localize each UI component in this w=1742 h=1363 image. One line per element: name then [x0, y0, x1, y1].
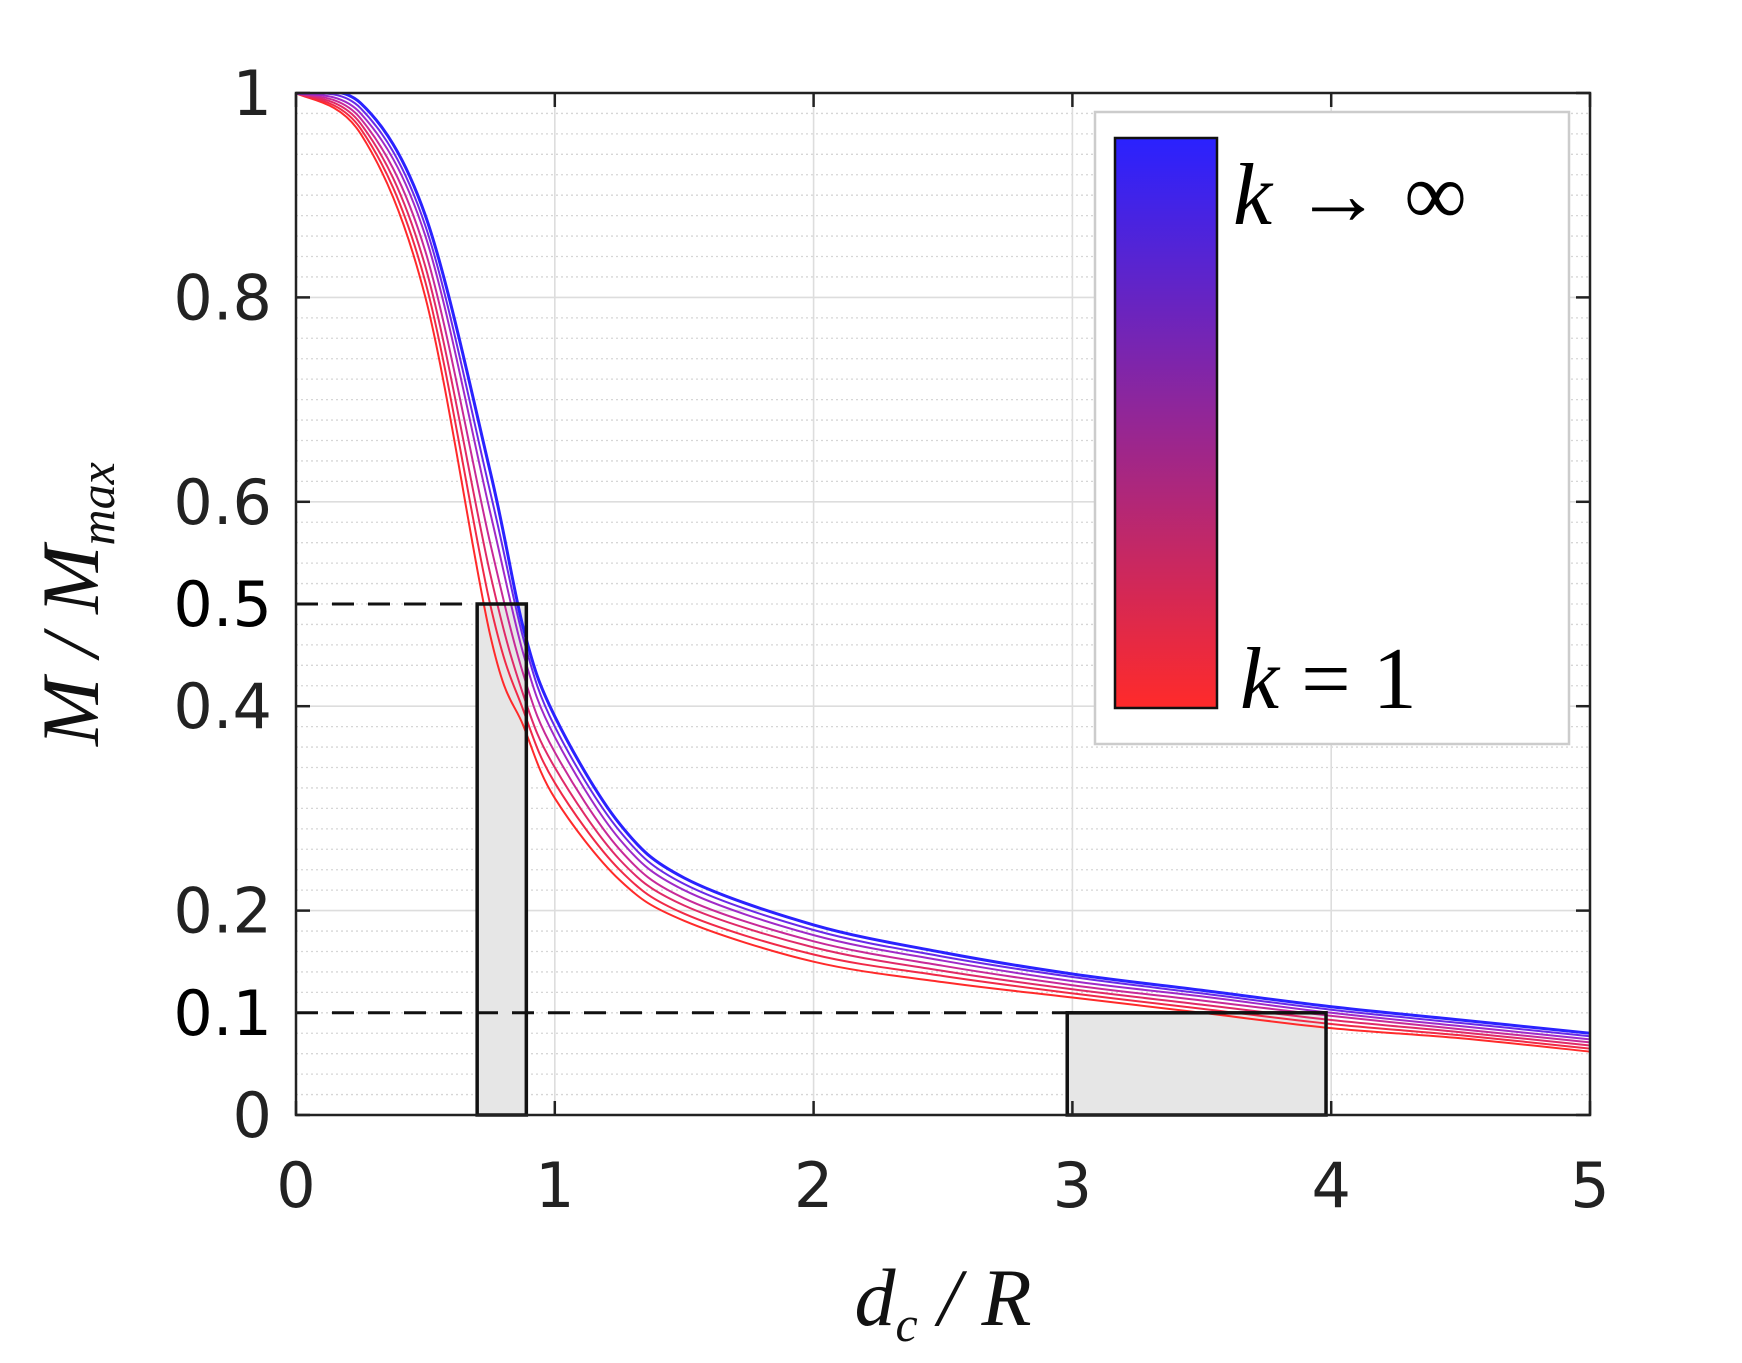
x-tick-labels: 0 1 2 3 4 5 — [276, 1149, 1609, 1222]
plot-frame — [294, 91, 1592, 1117]
series-line-7 — [296, 93, 1590, 1035]
colorbar — [1113, 136, 1219, 710]
colorbar-top-rest: → ∞ — [1272, 147, 1467, 244]
y-tick-label: 0.6 — [173, 466, 272, 539]
y-tick-label-highlight: 0.5 — [173, 568, 272, 641]
series-line-6 — [296, 93, 1590, 1038]
y-axis-label-main: M / M — [25, 541, 116, 747]
colorbar-top-label: k → ∞ — [1233, 147, 1467, 244]
series-line-2 — [296, 93, 1590, 1050]
y-axis-label-sub: max — [69, 462, 125, 545]
x-tick-label: 0 — [276, 1149, 315, 1222]
y-tick-label: 0.4 — [173, 670, 272, 743]
x-axis-label-main: d — [854, 1252, 896, 1343]
y-tick-labels: 0 0.2 0.4 0.6 0.8 1 0.1 0.5 — [173, 57, 272, 1152]
x-axis-label: dc / R — [854, 1252, 1031, 1352]
shaded-region — [1067, 1012, 1327, 1115]
x-tick-label: 5 — [1570, 1149, 1609, 1222]
colorbar-legend: k → ∞ k = 1 — [1093, 110, 1571, 746]
colorbar-bottom-rest: = 1 — [1279, 631, 1417, 728]
y-axis-label: M / Mmax — [25, 462, 125, 747]
x-axis-label-sub: c — [895, 1296, 917, 1352]
x-tick-label: 3 — [1053, 1149, 1092, 1222]
colorbar-top-var: k — [1233, 147, 1274, 244]
x-axis-label-rest: / R — [918, 1252, 1032, 1343]
series-lines — [296, 93, 1590, 1053]
shaded-regions — [477, 604, 1327, 1115]
y-tick-label: 1 — [233, 57, 272, 130]
axis-ticks — [294, 91, 1592, 1117]
y-tick-label: 0 — [233, 1079, 272, 1152]
series-line-1 — [296, 93, 1590, 1053]
colorbar-bottom-var: k — [1240, 631, 1281, 728]
colorbar-bottom-label: k = 1 — [1240, 631, 1417, 728]
x-tick-label: 2 — [794, 1149, 833, 1222]
y-tick-label: 0.8 — [173, 261, 272, 334]
y-tick-label: 0.2 — [173, 875, 272, 948]
series-line-5 — [296, 93, 1590, 1041]
series-line-3 — [296, 93, 1590, 1047]
shaded-region — [477, 604, 527, 1115]
x-tick-label: 4 — [1311, 1149, 1350, 1222]
y-tick-label-highlight: 0.1 — [173, 977, 272, 1050]
x-tick-label: 1 — [535, 1149, 574, 1222]
